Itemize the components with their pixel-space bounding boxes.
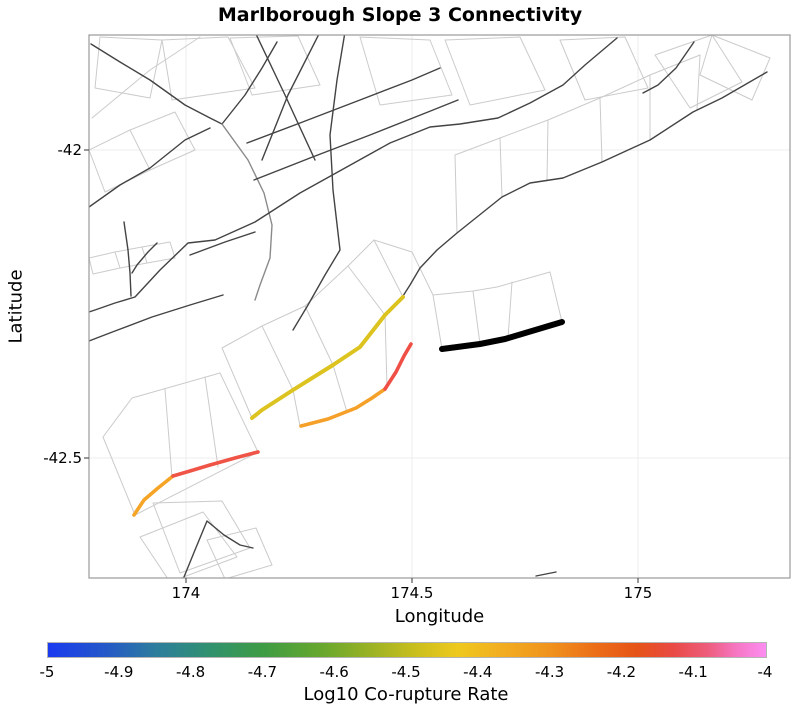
colorbar-tick-label: -4.7 — [247, 663, 278, 681]
fault-trace — [123, 221, 132, 297]
y-axis-label: Latitude — [5, 269, 27, 344]
subject-fault-slope3 — [439, 319, 565, 352]
fault-patch-outline — [221, 239, 375, 349]
fault-trace — [253, 99, 459, 181]
fault-patch-outline — [114, 246, 148, 269]
fault-patch-outlines — [89, 35, 771, 578]
co-rupture-segment — [250, 295, 405, 420]
fault-trace — [89, 294, 224, 342]
fault-patch-outline — [206, 527, 273, 578]
fault-trace — [89, 127, 211, 208]
fault-trace — [221, 123, 273, 301]
fault-patch-outline — [229, 35, 321, 96]
chart-title: Marlborough Slope 3 Connectivity — [217, 4, 583, 26]
fault-patch-outline — [699, 35, 771, 101]
fault-patch-outline — [152, 500, 251, 574]
fault-trace — [642, 41, 695, 94]
fault-trace — [221, 41, 278, 125]
colorbar-tick-label: -4.3 — [534, 663, 565, 681]
co-rupture-segment — [299, 387, 387, 428]
fault-patch-outline — [373, 239, 404, 298]
colorbar-tick-label: -4.1 — [678, 663, 708, 681]
colorbar-tick-label: -5 — [39, 663, 55, 681]
fault-trace — [89, 37, 618, 313]
fault-patch-outline — [94, 36, 163, 99]
fault-trace — [183, 520, 254, 578]
colorbar-tick-label: -4.6 — [319, 663, 349, 681]
fault-patch-outline — [654, 35, 743, 109]
fault-trace — [90, 43, 223, 125]
fault-patch-outline — [261, 325, 301, 427]
fault-patch-outline — [454, 154, 458, 234]
fault-patch-outline — [499, 137, 503, 198]
fault-patch-outline — [221, 347, 253, 419]
fault-patch-outline — [89, 129, 151, 193]
fault-trace — [255, 35, 316, 161]
fault-patch-outline — [139, 511, 238, 578]
y-tick-label: -42.5 — [43, 449, 82, 467]
colorbar-tick-label: -4.9 — [104, 663, 134, 681]
fault-patch-outline — [507, 281, 513, 339]
colorbar-tick-label: -4 — [757, 663, 773, 681]
x-tick-label: 174.5 — [390, 584, 434, 602]
fault-patch-outline — [164, 388, 173, 478]
colorbar-tick-label: -4.4 — [463, 663, 493, 681]
colorbar-label: Log10 Co-rupture Rate — [303, 684, 509, 705]
co-rupture-segment — [171, 450, 260, 478]
fault-patch-outline — [559, 36, 649, 101]
fault-patch-outline — [204, 376, 219, 468]
colorbar-tick-label: -4.5 — [391, 663, 421, 681]
fault-trace — [535, 571, 557, 577]
fault-patch-outline — [347, 265, 388, 388]
fault-trace — [246, 67, 441, 144]
co-rupture-highlighted-segments — [132, 295, 413, 517]
fault-patch-outline — [546, 119, 549, 182]
x-tick-label: 174 — [171, 584, 201, 602]
fault-patch-outline — [472, 290, 481, 345]
fault-patch-outline — [91, 36, 201, 119]
fault-patch-outline — [599, 97, 603, 163]
fault-patch-outline — [373, 239, 434, 296]
x-tick-label: 175 — [623, 584, 653, 602]
subject-fault-line — [439, 319, 565, 352]
fault-trace — [402, 71, 768, 297]
fault-trace — [189, 231, 256, 256]
fault-trace — [292, 35, 346, 331]
co-rupture-segment — [132, 474, 175, 517]
axis-tick-marks — [84, 149, 639, 583]
colorbar-tick-label: -4.2 — [606, 663, 637, 681]
plot-frame — [88, 34, 791, 579]
fault-patch-outline — [89, 251, 121, 275]
colorbar-tick-label: -4.8 — [175, 663, 206, 681]
fault-patch-outline — [359, 36, 453, 106]
fault-trace — [261, 35, 320, 161]
fault-traces — [89, 35, 768, 578]
fault-patch-outline — [161, 36, 256, 101]
fault-patch-outline — [129, 111, 196, 171]
co-rupture-segment — [383, 342, 413, 391]
fault-trace — [131, 242, 158, 274]
colorbar-gradient — [47, 642, 767, 658]
fault-patch-outline — [454, 54, 701, 156]
fault-patch-outline — [102, 372, 259, 516]
fault-patch-outline — [696, 54, 701, 111]
y-tick-label: -42 — [57, 141, 83, 159]
gridlines — [89, 35, 790, 578]
fault-patch-outline — [444, 36, 546, 106]
x-axis-label: Longitude — [394, 606, 485, 627]
